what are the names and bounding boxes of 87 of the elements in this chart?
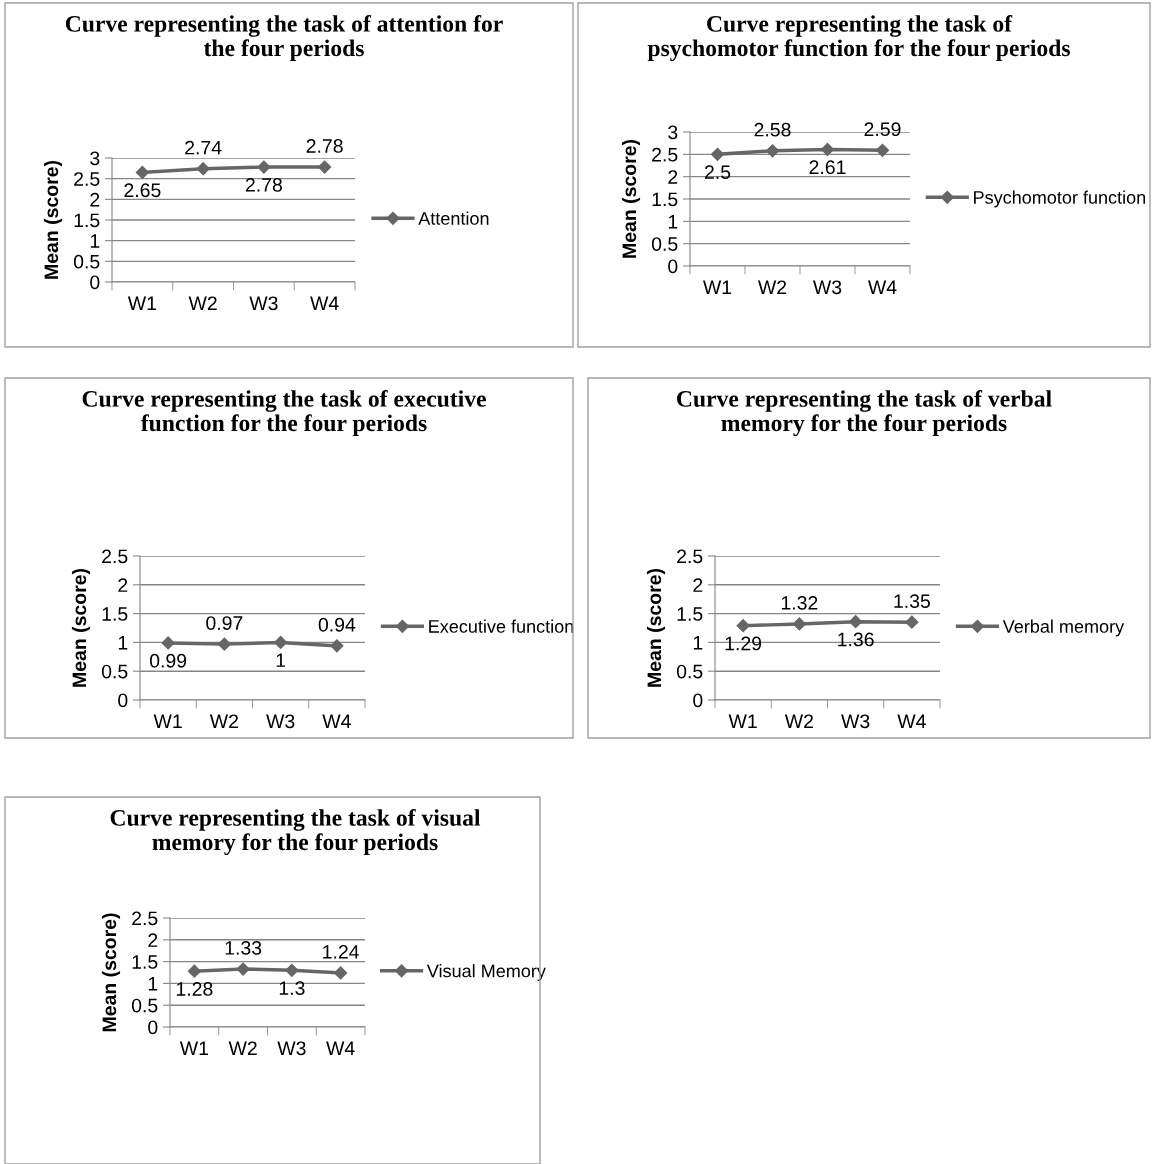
y-tick-label: 1 <box>668 215 678 229</box>
chart-title: Curve representing the task of visual memory for the four periods <box>110 809 481 856</box>
data-label: 2.58 <box>754 122 791 137</box>
x-tick-label: W4 <box>897 714 926 728</box>
y-tick-label: 2.5 <box>102 549 128 564</box>
x-tick-label: W3 <box>813 280 842 295</box>
data-label: 1.28 <box>176 982 213 996</box>
x-tick-label: W3 <box>266 714 295 729</box>
x-tick-label: W2 <box>188 296 217 310</box>
x-tick-label: W4 <box>326 1041 355 1055</box>
data-label: 1.36 <box>838 632 874 647</box>
x-tick-label: W2 <box>784 714 813 728</box>
y-axis-title: Mean (score) <box>43 160 63 279</box>
chart-title: Curve representing the task of verbal memory for the four periods <box>677 390 1052 437</box>
x-tick-label: W2 <box>228 1041 257 1055</box>
y-tick-label: 1.5 <box>677 607 703 621</box>
data-label: 2.5 <box>704 165 731 179</box>
y-tick-label: 1.5 <box>132 955 158 969</box>
data-label: 0.97 <box>206 616 243 630</box>
chart-title: Curve representing the task of attention for the four periods <box>65 15 503 61</box>
legend-label: Verbal memory <box>1002 619 1125 637</box>
y-tick-label: 0.5 <box>73 254 100 269</box>
chart-title: Curve representing the task of psychomotor function for the four periods <box>647 15 1070 62</box>
legend-label: Visual Memory <box>426 964 546 981</box>
y-tick-label: 0 <box>668 259 678 274</box>
data-label: 2.78 <box>245 177 282 192</box>
x-tick-label: W1 <box>703 280 732 294</box>
x-tick-label: W3 <box>841 714 870 729</box>
data-label: 1.32 <box>781 595 818 610</box>
data-label: 0.94 <box>318 617 356 632</box>
y-tick-label: 0 <box>693 693 703 708</box>
chart-title: Curve representing the task of executive function for the four periods <box>82 390 486 436</box>
y-tick-label: 0.5 <box>676 664 703 679</box>
y-axis-title: Mean (score) <box>101 913 121 1032</box>
y-tick-label: 3 <box>668 125 678 140</box>
y-tick-label: 2 <box>668 170 678 184</box>
x-tick-label: W1 <box>179 1041 209 1055</box>
y-tick-label: 1 <box>693 636 703 650</box>
legend-label: Psychomotor function <box>974 190 1146 208</box>
data-label: 1.35 <box>894 594 930 609</box>
y-tick-label: 0 <box>148 1020 158 1035</box>
x-tick-label: W3 <box>277 1041 306 1056</box>
x-tick-label: W2 <box>758 280 787 294</box>
y-tick-label: 2 <box>693 578 703 592</box>
y-tick-label: 2 <box>118 578 128 592</box>
data-label: 2.65 <box>124 183 161 198</box>
x-tick-label: W1 <box>728 714 757 728</box>
x-tick-label: W4 <box>310 296 339 310</box>
x-tick-label: W2 <box>209 714 238 728</box>
legend-label: Attention <box>418 211 489 225</box>
y-axis-title: Mean (score) <box>646 568 666 687</box>
x-tick-label: W4 <box>868 280 897 294</box>
data-label: 2.74 <box>185 140 222 155</box>
y-tick-label: 2.5 <box>74 172 100 186</box>
y-tick-label: 0.5 <box>101 664 128 679</box>
y-axis-title: Mean (score) <box>621 139 641 258</box>
y-tick-label: 2 <box>148 933 158 947</box>
data-label: 2.61 <box>809 160 846 175</box>
y-tick-label: 2.5 <box>132 911 158 926</box>
x-tick-label: W3 <box>249 296 278 311</box>
data-label: 1.33 <box>225 941 262 955</box>
x-tick-label: W1 <box>127 296 157 310</box>
y-tick-label: 0.5 <box>651 237 678 251</box>
y-tick-label: 0.5 <box>131 998 158 1013</box>
y-tick-label: 1.5 <box>652 192 678 207</box>
y-tick-label: 1 <box>118 636 128 650</box>
y-tick-label: 1.5 <box>74 213 100 228</box>
y-tick-label: 2.5 <box>652 147 678 162</box>
y-tick-label: 3 <box>90 151 100 166</box>
y-tick-label: 0 <box>90 275 100 290</box>
x-tick-label: W1 <box>153 714 182 728</box>
data-label: 1.29 <box>725 636 762 651</box>
y-tick-label: 1 <box>148 977 158 991</box>
y-tick-label: 0 <box>118 693 128 708</box>
y-tick-label: 1 <box>90 234 100 248</box>
y-axis-title: Mean (score) <box>71 568 91 687</box>
data-label: 2.78 <box>306 139 343 153</box>
legend-label: Executive function <box>429 619 574 633</box>
data-label: 2.59 <box>864 122 901 137</box>
data-label: 0.99 <box>149 653 187 668</box>
x-tick-label: W4 <box>322 714 351 728</box>
data-label: 1.24 <box>323 944 359 959</box>
y-tick-label: 2 <box>90 192 100 207</box>
y-tick-label: 1.5 <box>102 607 128 621</box>
data-label: 1.3 <box>279 981 305 995</box>
y-tick-label: 2.5 <box>677 549 703 564</box>
data-label: 1 <box>276 653 286 667</box>
